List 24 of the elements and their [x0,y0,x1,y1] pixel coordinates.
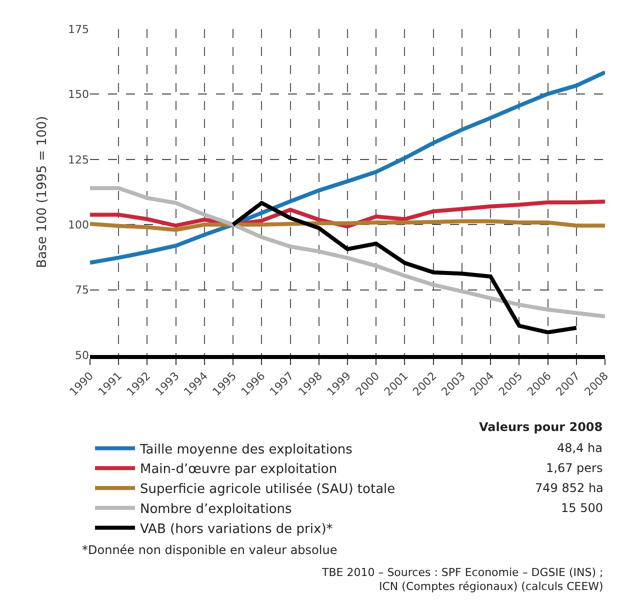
y-axis-title: Base 100 (1995 = 100) [34,116,50,268]
legend-label: Main-d’œuvre par exploitation [140,462,338,478]
text: TBE 2010 – Sources : SPF Economie – DGSIE (INS) ; [321,566,604,579]
line-series [90,70,605,265]
y-tick-label: 150 [68,88,89,102]
line-series [231,200,578,334]
y-tick-label: 175 [68,22,89,36]
text: 749 852 ha [535,481,604,495]
text: ICN (Comptes régionaux) (calculs CEEW) [379,580,604,593]
line-series [90,186,605,318]
y-tick-label: 125 [68,153,89,166]
legend-label: Nombre d’exploitations [140,502,292,517]
y-tick-label: 100 [68,218,89,232]
text: 15 500 [561,501,603,515]
y-tick-label: 75 [75,284,89,297]
text: 1,67 pers [546,461,603,475]
legend-label: VAB (hors variations de prix)* [140,522,334,537]
text: 48,4 ha [557,441,602,455]
text: Valeurs pour 2008 [479,420,603,434]
line-series [90,219,605,232]
legend-label: Taille moyenne des exploitations [139,442,353,458]
text: *Donnée non disponible en valeur absolue [82,543,338,557]
legend-label: Superficie agricole utilisée (SAU) totale [140,482,396,498]
y-tick-label: 50 [75,348,89,362]
